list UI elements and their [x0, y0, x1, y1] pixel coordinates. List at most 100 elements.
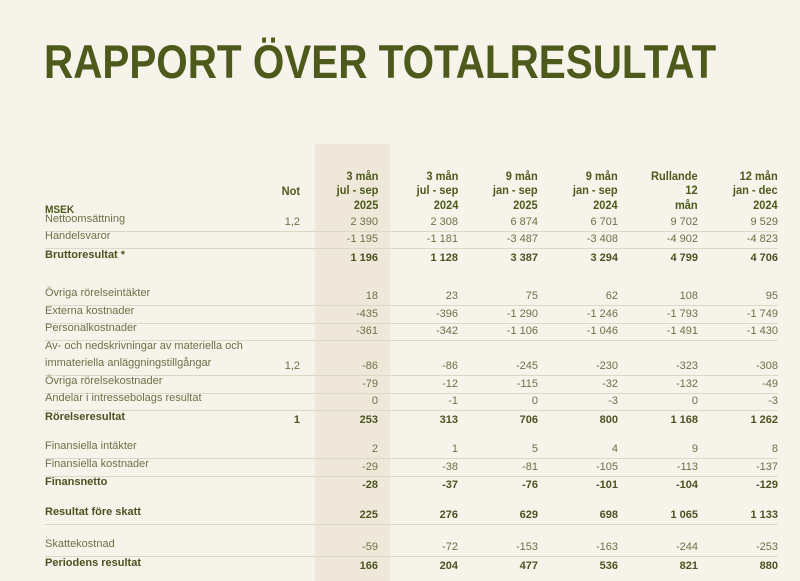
- row-value: -3 487: [506, 233, 538, 245]
- row-value: 95: [765, 290, 778, 302]
- row-value: 9: [691, 443, 698, 455]
- row-label: Bruttoresultat *: [45, 248, 126, 261]
- row-value: -153: [515, 541, 538, 553]
- row-group: Övriga rörelseintäkter 18 23 75 62 108 95 Exter…: [45, 287, 778, 429]
- table-header: MSEK Not 3 mån jul - sep 2025 3 mån jul - se…: [45, 166, 778, 217]
- row-value: -101: [595, 479, 618, 491]
- table-row: Bruttoresultat * 1 196 1 128 3 387 3 294 4 79…: [45, 249, 778, 267]
- table-row: Rörelseresultat 1 253 313 706 800 1 168 1 262: [45, 411, 778, 429]
- column-header-line: 2025: [513, 197, 538, 212]
- table-row: Personalkostnader -361 -342 -1 106 -1 046 -1 …: [45, 322, 778, 341]
- row-value: -435: [355, 307, 378, 320]
- column-header-line: 3 mån: [426, 168, 458, 183]
- row-value: 800: [599, 413, 618, 426]
- row-value: -342: [435, 325, 458, 337]
- row-value: -105: [595, 460, 618, 473]
- row-value: 166: [359, 559, 378, 572]
- row-value: 225: [359, 508, 378, 521]
- row-value: -1 246: [586, 307, 618, 320]
- row-value: -1 106: [506, 325, 538, 337]
- table-row: Av- och nedskrivningar av materiella och…: [45, 340, 778, 376]
- row-value: 23: [445, 290, 458, 302]
- row-value: -230: [595, 360, 618, 372]
- row-label: Övriga rörelseintäkter: [45, 287, 151, 299]
- row-label: Skattekostnad: [45, 538, 115, 550]
- column-header-line: 2025: [353, 197, 378, 212]
- row-value: -1 195: [346, 233, 378, 245]
- table-row: Handelsvaror -1 195 -1 181 -3 487 -3 408 -4 9…: [45, 230, 778, 249]
- column-header: 9 mån jan - sep 2024: [573, 169, 618, 213]
- row-value: -1 491: [666, 325, 698, 337]
- row-value: -3: [768, 395, 778, 407]
- table-row: Finansnetto -28 -37 -76 -101 -104 -129: [45, 476, 778, 495]
- row-label: Finansnetto: [45, 476, 108, 488]
- column-header-line: jul - sep: [336, 183, 378, 197]
- row-value: -361: [355, 325, 378, 337]
- row-value: 4 706: [750, 251, 778, 264]
- row-value: 253: [359, 413, 378, 426]
- row-value: 706: [519, 413, 538, 426]
- row-value: 880: [759, 559, 778, 572]
- row-label: Finansiella kostnader: [45, 457, 149, 470]
- row-label: Övriga rörelsekostnader: [45, 374, 163, 387]
- row-value: 4: [611, 443, 618, 455]
- note-header: Not: [281, 183, 300, 198]
- row-value: -29: [362, 460, 378, 473]
- row-value: -3: [608, 395, 618, 407]
- row-value: -1 290: [506, 307, 538, 320]
- row-value: 9 702: [670, 215, 698, 228]
- row-value: -12: [442, 377, 458, 390]
- row-value: -81: [522, 460, 538, 473]
- column-header-line: mån: [675, 197, 698, 212]
- row-value: -32: [602, 377, 618, 390]
- row-value: 62: [605, 290, 618, 302]
- row-value: 0: [371, 395, 378, 407]
- row-value: -4 823: [746, 233, 778, 245]
- column-header-line: 9 mån: [506, 168, 538, 183]
- current-period-highlight: [315, 144, 390, 581]
- row-label: Nettoomsättning: [45, 212, 126, 225]
- row-value: 1 168: [670, 413, 698, 426]
- row-value: -163: [595, 541, 618, 553]
- column-header-line: 2024: [593, 197, 618, 212]
- row-value: -253: [755, 541, 778, 553]
- column-header-line: Rullande: [651, 168, 698, 183]
- column-header-line: jul - sep: [416, 183, 458, 197]
- row-value: 698: [599, 508, 618, 521]
- row-label: Externa kostnader: [45, 304, 135, 317]
- table-row: Skattekostnad -59 -72 -153 -163 -244 -253: [45, 538, 778, 557]
- row-value: 821: [679, 559, 698, 572]
- row-value: -1: [448, 395, 458, 407]
- row-value: 1 133: [750, 508, 778, 521]
- table-row: Övriga rörelsekostnader -79 -12 -115 -32 -132…: [45, 374, 778, 394]
- row-value: 477: [519, 559, 538, 572]
- row-note: 1: [293, 413, 300, 426]
- row-value: 204: [439, 559, 458, 572]
- unit-label: MSEK: [45, 204, 75, 216]
- row-value: 2 308: [430, 215, 458, 228]
- row-value: 18: [365, 290, 378, 302]
- column-header-line: 12 mån: [739, 168, 778, 183]
- row-value: 108: [679, 290, 698, 302]
- row-value: -3 408: [586, 233, 618, 245]
- row-value: -1 046: [586, 325, 618, 337]
- row-value: 276: [439, 508, 458, 521]
- row-value: 4 799: [670, 251, 698, 264]
- row-value: -38: [442, 460, 458, 473]
- row-label: Av- och nedskrivningar av materiella och…: [45, 340, 243, 369]
- row-group: Skattekostnad -59 -72 -153 -163 -244 -253 Perio…: [45, 538, 778, 575]
- row-value: -86: [442, 360, 458, 372]
- row-value: 6 874: [510, 215, 538, 228]
- column-header-line: 2024: [753, 197, 778, 212]
- row-value: 1 065: [670, 508, 698, 521]
- column-header: 3 mån jul - sep 2024: [416, 169, 458, 213]
- column-header-line: 3 mån: [346, 168, 378, 183]
- row-value: 629: [519, 508, 538, 521]
- row-value: -104: [675, 479, 698, 491]
- row-value: -396: [435, 307, 458, 320]
- row-label: Finansiella intäkter: [45, 440, 137, 452]
- row-value: -1 430: [746, 325, 778, 337]
- row-value: 0: [691, 395, 698, 407]
- row-value: 2: [371, 443, 378, 455]
- row-value: -113: [676, 460, 698, 473]
